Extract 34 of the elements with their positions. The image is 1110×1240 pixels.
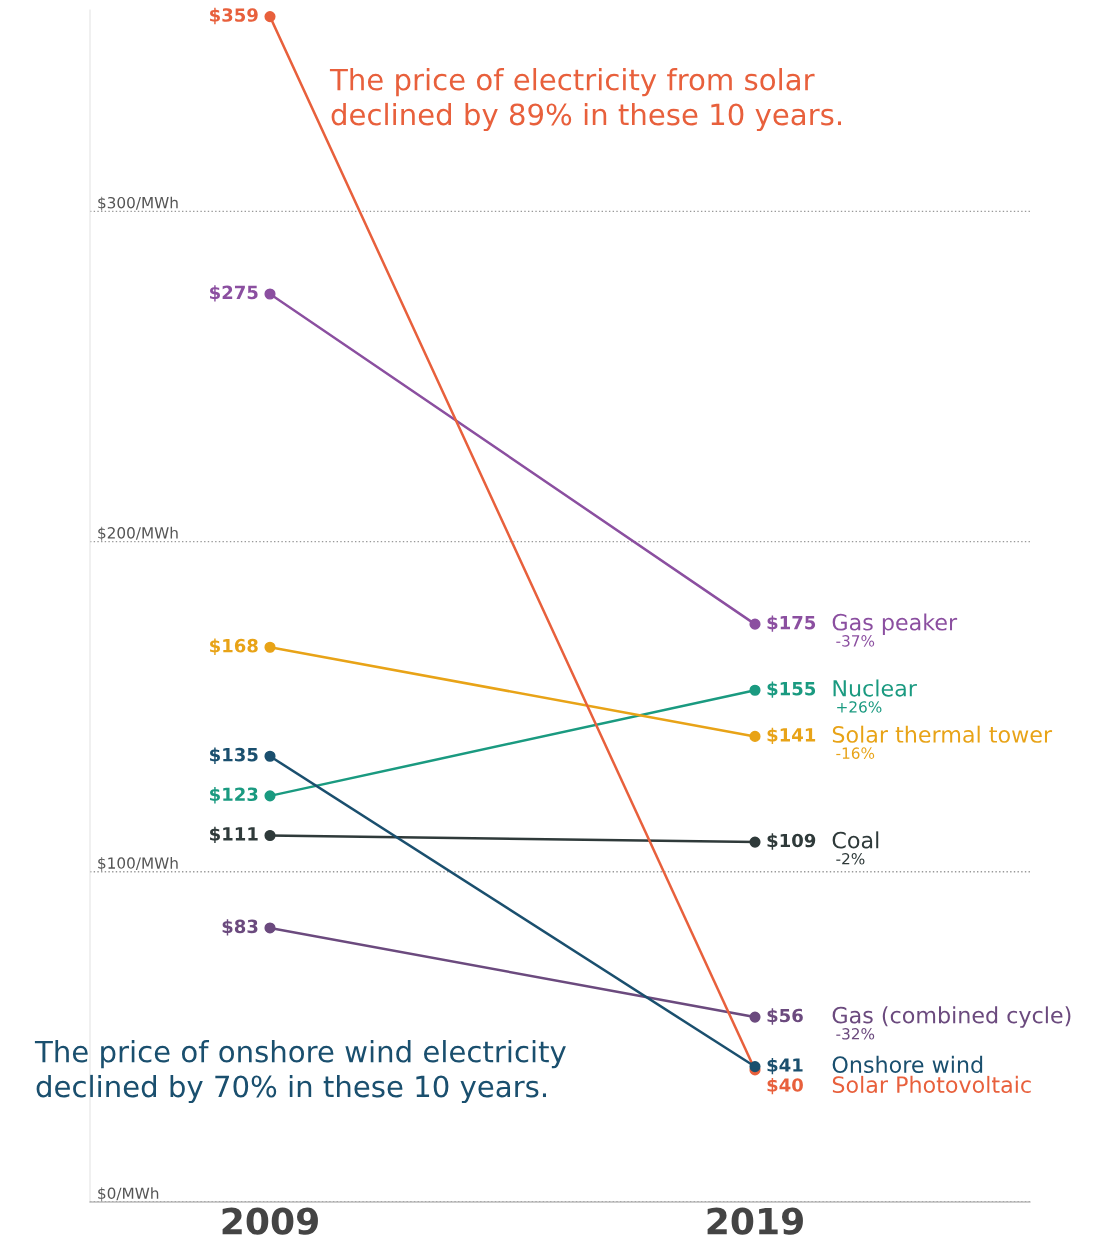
text: Solar Photovoltaic <box>832 1075 1031 1094</box>
text: Nuclear <box>833 679 917 697</box>
data-label: $168 <box>210 638 258 655</box>
annotation: -16% <box>836 747 875 759</box>
text: Onshore wind <box>832 1055 983 1074</box>
data-label: $155 <box>767 681 816 698</box>
y-tick-label: $0/MWh <box>98 1187 159 1202</box>
data-label: $175 <box>767 615 816 632</box>
text: Gas peaker <box>832 613 958 635</box>
y-tick-label: $200/MWh <box>98 526 178 541</box>
annotation: The price of electricity from solar declined by 89% in these 10 years. <box>329 68 841 132</box>
data-label: $135 <box>210 747 258 764</box>
data-label: $41 <box>767 1057 803 1075</box>
text: Solar thermal tower <box>832 725 1053 743</box>
data-label: $56 <box>767 1008 803 1025</box>
data-label: $141 <box>767 727 816 745</box>
y-tick-label: $100/MWh <box>98 857 178 871</box>
y-tick-label: $300/MWh <box>98 196 178 211</box>
annotation: -2% <box>836 853 865 865</box>
data-label: $359 <box>210 7 258 25</box>
annotation: The price of onshore wind electricity declined by 70% in these 10 years. <box>34 1040 566 1104</box>
data-label: $109 <box>767 833 816 850</box>
data-label: $275 <box>210 285 258 302</box>
data-label: $123 <box>210 787 258 804</box>
annotation: -37% <box>836 635 875 647</box>
data-label: $40 <box>767 1077 803 1095</box>
data-label: $111 <box>210 826 258 844</box>
annotation: -32% <box>836 1028 875 1040</box>
text: Coal <box>832 831 879 849</box>
text: Gas (combined cycle) <box>832 1006 1071 1028</box>
annotation: +26% <box>837 701 882 713</box>
data-label: $83 <box>222 919 258 936</box>
x-tick-label: 2019 <box>707 1207 803 1235</box>
x-tick-label: 2009 <box>222 1207 318 1235</box>
